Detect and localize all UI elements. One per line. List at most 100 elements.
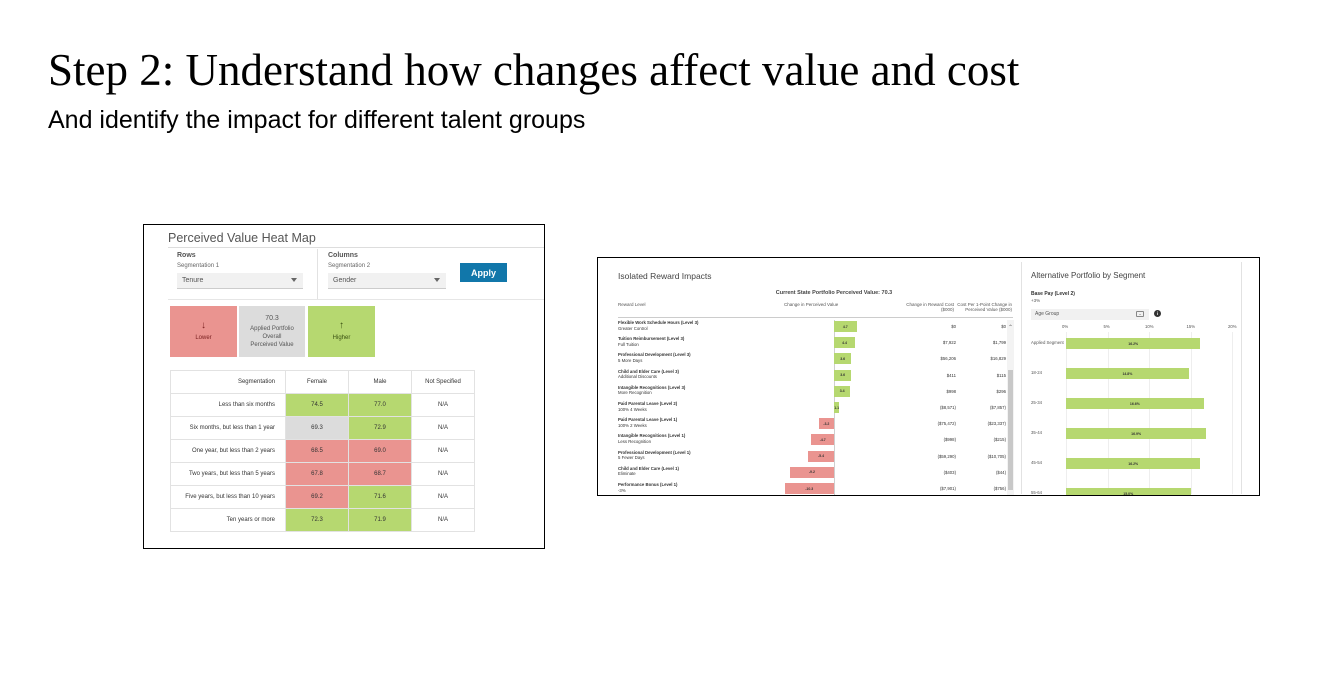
male-cell: 69.0: [348, 439, 412, 463]
reward-label: Tuition Reimbursement (Level 3) Full Tuit…: [618, 336, 684, 347]
header-segmentation: Segmentation: [170, 370, 286, 394]
female-cell: 72.3: [285, 508, 349, 532]
axis-tick-label: 15%: [1186, 324, 1196, 329]
impact-bar: -10.3: [784, 483, 834, 494]
male-cell: 77.0: [348, 393, 412, 417]
chevron-up-icon[interactable]: ⌃: [1008, 325, 1014, 331]
female-cell: 69.3: [285, 416, 349, 440]
reward-name: Tuition Reimbursement (Level 3): [618, 336, 685, 342]
cpp-value: ($10,705): [987, 453, 1006, 459]
rows-select-value: Tenure: [182, 277, 204, 284]
reward-label: Paid Parental Leave (Level 2) 100% 4 Week…: [618, 401, 677, 412]
not-specified-cell: N/A: [411, 462, 475, 486]
cpp-value: ($7,857): [989, 405, 1006, 410]
scrollbar[interactable]: [1007, 320, 1014, 495]
cpp-value: ($44): [995, 469, 1006, 475]
chevron-down-icon: [291, 278, 297, 282]
segment-row: 18-24 14.8%: [1031, 367, 1236, 381]
header-cost: Change in Reward Cost ($000): [906, 302, 954, 312]
table-row: Ten years or more 72.3 71.9 N/A: [170, 508, 475, 532]
columns-sublabel: Segmentation 2: [328, 263, 371, 269]
cpp-value: ($756): [993, 486, 1006, 491]
segment-bar: 15.0%: [1066, 488, 1191, 495]
segment-label: 55-64: [1031, 490, 1042, 495]
not-specified-cell: N/A: [411, 439, 475, 463]
cpp-value: $16,829: [990, 356, 1006, 362]
columns-label: Columns: [328, 252, 358, 259]
legend-higher: ↑ Higher: [308, 306, 375, 357]
segment-select[interactable]: Age Group ⌄: [1031, 309, 1149, 320]
list-item: Paid Parental Leave (Level 2) 100% 4 Week…: [618, 401, 1008, 417]
list-item: Child and Elder Care (Level 1) Eliminate -…: [618, 466, 1008, 482]
axis-tick-label: 0%: [1062, 324, 1069, 329]
list-item: Paid Parental Leave (Level 1) 100% 2 Week…: [618, 417, 1008, 433]
columns-select[interactable]: Gender: [328, 273, 446, 289]
heat-table: Segmentation Female Male Not Specified L…: [170, 370, 475, 532]
rows-selector: Rows Segmentation 1 Tenure: [168, 249, 318, 299]
header-change: Change in Perceived Value: [784, 302, 839, 307]
not-specified-cell: N/A: [411, 416, 475, 440]
cost-value: ($7,901): [939, 486, 956, 491]
impacts-title: Isolated Reward Impacts: [618, 271, 712, 281]
reward-detail: Additional Discounts: [618, 374, 657, 380]
reward-label: Intangible Recognitions (Level 3) More Re…: [618, 385, 685, 396]
impacts-subtitle: Current State Portfolio Perceived Value:…: [775, 290, 893, 296]
female-cell: 74.5: [285, 393, 349, 417]
list-item: Performance Bonus (Level 1) -3% -10.3 ($7,9…: [618, 482, 1008, 495]
header-not-specified: Not Specified: [411, 370, 475, 394]
impact-bar: 3.6: [834, 353, 852, 365]
reward-label: Paid Parental Leave (Level 1) 100% 2 Week…: [618, 417, 677, 428]
gridline: [1190, 332, 1192, 494]
reward-detail: More Recognition: [618, 390, 652, 396]
slide-title: Step 2: Understand how changes affect va…: [48, 45, 1020, 95]
overall-value: 70.3: [265, 314, 279, 322]
list-item: Professional Development (Level 1) 5 Fewe…: [618, 450, 1008, 466]
divider: [168, 299, 544, 300]
impact-bar: 1.1: [834, 402, 840, 413]
segment-bar: 16.2%: [1066, 458, 1201, 469]
base-pay-pct: +3%: [1031, 298, 1041, 303]
scrollbar-thumb[interactable]: [1008, 370, 1013, 490]
cost-value: $411: [946, 372, 956, 378]
gridline: [1232, 332, 1233, 494]
list-item: Intangible Recognitions (Level 3) More Re…: [618, 385, 1008, 401]
cpp-value: $296: [996, 388, 1006, 394]
list-item: Intangible Recognitions (Level 1) Less Re…: [618, 433, 1008, 449]
info-icon[interactable]: i: [1154, 310, 1161, 317]
table-header-row: Segmentation Female Male Not Specified: [170, 370, 475, 394]
isolated-impacts: Isolated Reward Impacts Current State Po…: [604, 262, 1022, 495]
table-row: One year, but less than 2 years 68.5 69.0 N…: [170, 439, 475, 463]
female-cell: 67.8: [285, 462, 349, 486]
cost-value: ($403): [943, 469, 956, 475]
segment-label: 18-24: [1031, 370, 1042, 375]
legend-higher-label: Higher: [332, 334, 351, 341]
segment-cell: Ten years or more: [170, 508, 286, 532]
rows-select[interactable]: Tenure: [177, 273, 303, 289]
heatmap-panel: Perceived Value Heat Map Rows Segmentati…: [143, 224, 545, 549]
impact-bar: 4.7: [834, 321, 857, 332]
segment-bar: 16.2%: [1066, 338, 1201, 349]
reward-detail: -3%: [618, 487, 626, 493]
cost-value: $998: [946, 388, 956, 394]
impact-bar: -4.7: [811, 434, 834, 446]
header-male: Male: [348, 370, 412, 394]
reward-label: Child and Elder Care (Level 3) Additional…: [618, 369, 679, 380]
list-item: Professional Development (Level 3) 5 More…: [618, 352, 1008, 368]
reward-label: Professional Development (Level 1) 5 Fewe…: [618, 450, 691, 461]
chevron-down-icon: [434, 278, 440, 282]
reward-name: Paid Parental Leave (Level 1): [618, 417, 678, 423]
cost-value: $0: [951, 324, 956, 329]
divider: [168, 247, 544, 248]
reward-name: Flexible Work Schedule Hours (Level 3): [618, 320, 699, 325]
reward-name: Child and Elder Care (Level 3): [618, 368, 679, 374]
header-female: Female: [285, 370, 349, 394]
impact-bar: 4.4: [834, 337, 856, 349]
segment-row: 35-44 16.9%: [1031, 427, 1236, 441]
male-cell: 68.7: [348, 462, 412, 486]
apply-button[interactable]: Apply: [460, 263, 507, 282]
segment-cell: Five years, but less than 10 years: [170, 485, 286, 509]
segment-label: 25-34: [1031, 400, 1042, 405]
cost-value: ($59,290): [937, 453, 956, 459]
rows-sublabel: Segmentation 1: [177, 263, 220, 269]
reward-detail: 100% 4 Weeks: [618, 406, 647, 412]
